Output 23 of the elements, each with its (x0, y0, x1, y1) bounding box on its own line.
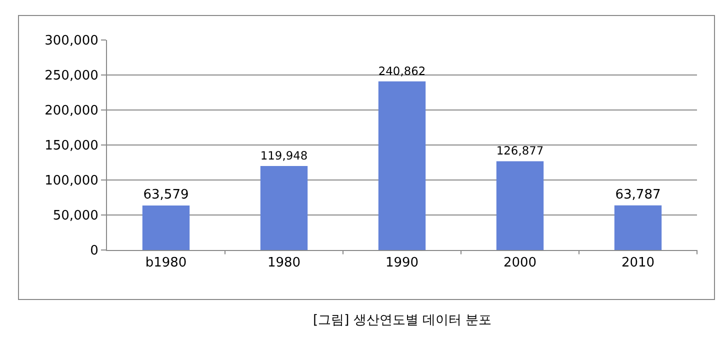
bar (496, 161, 544, 250)
y-tick-label: 150,000 (44, 138, 98, 154)
bar (260, 166, 308, 250)
bar (378, 81, 426, 250)
x-tick-label: 2000 (503, 256, 537, 271)
bar (614, 205, 662, 250)
data-label: 63,579 (143, 187, 189, 202)
x-tick-label: b1980 (145, 256, 187, 271)
y-tick-label: 300,000 (44, 34, 98, 49)
x-tick-label: 1990 (385, 256, 419, 271)
x-tick-label: 1980 (267, 256, 301, 271)
data-label: 126,877 (496, 144, 544, 158)
bar (142, 205, 190, 250)
data-label: 119,948 (260, 148, 308, 163)
y-tick-label: 200,000 (44, 104, 98, 119)
y-tick-label: 250,000 (44, 68, 98, 84)
data-label: 240,862 (378, 64, 426, 78)
x-tick-label: 2010 (621, 256, 655, 271)
y-tick-label: 50,000 (52, 208, 98, 224)
y-tick-label: 0 (90, 244, 98, 259)
data-label: 63,787 (615, 187, 661, 202)
y-tick-label: 100,000 (44, 174, 98, 189)
text: [그림] 생산연도별 데이터 분포 (313, 313, 492, 328)
